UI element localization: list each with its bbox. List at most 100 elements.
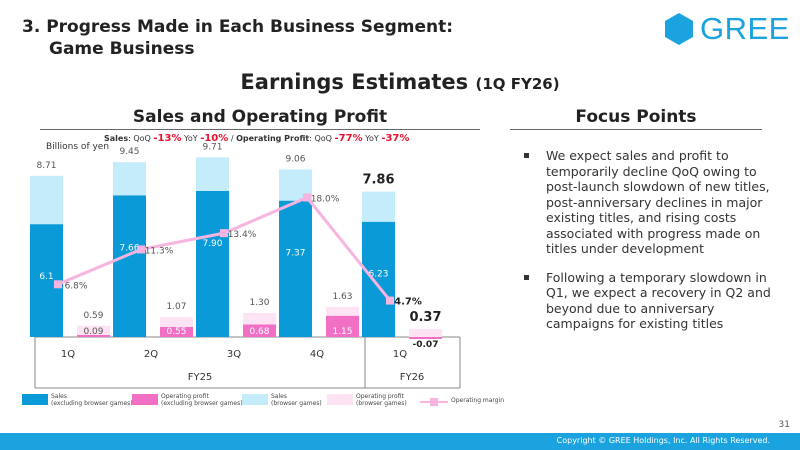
legend-sublabel: (browser games) xyxy=(356,400,407,407)
bullet-icon xyxy=(524,153,529,158)
bar-op-browser xyxy=(77,325,110,335)
footer-bar: Copyright © GREE Holdings, Inc. All Righ… xyxy=(0,433,800,450)
bar-sales-ex xyxy=(196,190,229,337)
bar-op-browser xyxy=(243,312,276,325)
page-number: 31 xyxy=(778,420,790,430)
data-label-sales-total: 8.71 xyxy=(36,161,56,171)
legend-item-sales-ex: Sales (excluding browser games) xyxy=(22,393,133,407)
op-qoq-label: QoQ xyxy=(314,134,332,143)
operating-margin-point xyxy=(386,296,394,305)
data-label-op-total: 0.37 xyxy=(409,310,441,325)
growth-summary: Sales: QoQ -13% YoY -10% / Operating Pro… xyxy=(104,133,410,144)
bar-op-ex xyxy=(77,335,110,337)
operating-margin-point xyxy=(137,245,145,254)
data-label-margin: 18.0% xyxy=(311,195,340,205)
category-tick-label: 2Q xyxy=(144,349,158,360)
data-label-sales-total: 9.45 xyxy=(119,147,139,157)
bar-op-ex xyxy=(409,337,442,339)
category-tick-label: 3Q xyxy=(227,349,241,360)
category-tick-label: 1Q xyxy=(393,349,407,360)
data-label-margin: 11.3% xyxy=(145,246,174,256)
sales-label: Sales xyxy=(104,134,129,143)
bar-sales-ex xyxy=(279,200,312,337)
operating-margin-point xyxy=(54,280,62,289)
legend-sublabel: (excluding browser games) xyxy=(161,400,243,407)
op-label: Operating Profit xyxy=(236,134,310,143)
legend-item-margin: Operating margin xyxy=(420,397,504,407)
legend-label: Sales xyxy=(51,393,67,400)
data-label-sales-ex: 6.1 xyxy=(39,272,53,282)
focus-point: We expect sales and profit to temporaril… xyxy=(522,148,772,257)
category-tick-label: 4Q xyxy=(310,349,324,360)
focus-heading: Focus Points xyxy=(510,107,762,130)
chart-heading: Sales and Operating Profit xyxy=(40,107,480,130)
data-label-op-ex: 0.55 xyxy=(166,327,186,337)
bar-op-browser xyxy=(409,328,442,337)
data-label-op-total: 1.30 xyxy=(249,298,269,308)
legend-label: Operating margin xyxy=(451,397,505,404)
legend-label: Operating profit xyxy=(161,393,209,400)
focus-point-text: We expect sales and profit to temporaril… xyxy=(546,148,770,256)
legend-label: Operating profit xyxy=(356,393,404,400)
sales-yoy-label: YoY xyxy=(184,134,198,143)
legend-line-icon xyxy=(420,398,448,406)
units-label: Billions of yen xyxy=(46,142,110,152)
main-title-sub: (1Q FY26) xyxy=(475,75,560,93)
legend-item-op-ex: Operating profit (excluding browser games… xyxy=(132,393,243,407)
bar-sales-browser xyxy=(196,157,229,191)
data-label-op-total: 1.63 xyxy=(332,292,352,302)
legend-swatch xyxy=(327,394,353,405)
copyright: Copyright © GREE Holdings, Inc. All Righ… xyxy=(556,436,770,445)
data-label-margin: 13.4% xyxy=(228,230,257,240)
focus-point-text: Following a temporary slowdown in Q1, we… xyxy=(546,269,771,332)
data-label-sales-total: 9.06 xyxy=(285,154,305,164)
data-label-op-ex: 0.68 xyxy=(249,327,269,337)
legend-sublabel: (browser games) xyxy=(271,400,322,407)
data-label-op-ex: 1.15 xyxy=(332,327,352,337)
bar-sales-ex xyxy=(113,195,146,337)
logo-text: GREE xyxy=(700,11,790,46)
bar-sales-browser xyxy=(113,162,146,196)
data-label-margin: 6.8% xyxy=(65,281,88,291)
sales-qoq-label: QoQ xyxy=(133,134,151,143)
op-yoy-value: -37% xyxy=(381,133,410,144)
data-label-op-total: 1.07 xyxy=(166,302,186,312)
data-label-sales-total: 9.71 xyxy=(202,142,222,152)
legend-item-sales-browser: Sales (browser games) xyxy=(242,393,322,407)
growth-separator: / xyxy=(230,134,234,143)
group-label-fy26: FY26 xyxy=(400,372,425,383)
data-label-sales-ex: 7.90 xyxy=(202,239,222,249)
data-label-margin: 4.7% xyxy=(394,297,422,308)
legend-swatch xyxy=(242,394,268,405)
main-title: Earnings Estimates (1Q FY26) xyxy=(0,70,800,94)
operating-margin-point xyxy=(220,229,228,238)
section-title-line1: 3. Progress Made in Each Business Segmen… xyxy=(22,17,454,37)
sales-qoq-value: -13% xyxy=(153,133,182,144)
bar-sales-browser xyxy=(362,191,395,222)
group-label-fy25: FY25 xyxy=(188,372,213,383)
legend-swatch xyxy=(22,394,48,405)
gree-logo: GREE xyxy=(662,11,790,46)
data-label-op-total: 0.59 xyxy=(83,311,103,321)
bar-op-browser xyxy=(326,306,359,316)
op-yoy-label: YoY xyxy=(365,134,379,143)
data-label-sales-ex: 6.23 xyxy=(368,270,388,280)
legend-sublabel: (excluding browser games) xyxy=(51,400,133,407)
op-qoq-value: -77% xyxy=(334,133,363,144)
bar-sales-ex xyxy=(362,221,395,337)
hexagon-logo-icon xyxy=(665,13,693,45)
data-label-op-ex: -0.07 xyxy=(413,340,439,350)
bar-op-browser xyxy=(160,317,193,327)
category-tick-label: 1Q xyxy=(61,349,75,360)
main-title-text: Earnings Estimates xyxy=(240,70,469,94)
focus-points-list: We expect sales and profit to temporaril… xyxy=(522,148,772,345)
bar-op-ex xyxy=(243,324,276,337)
bullet-icon xyxy=(524,274,529,280)
bar-op-ex xyxy=(160,326,193,337)
bar-op-ex xyxy=(326,315,359,337)
operating-margin-point xyxy=(303,193,311,202)
legend-item-op-browser: Operating profit (browser games) xyxy=(327,393,407,407)
sales-yoy-value: -10% xyxy=(200,133,229,144)
bar-sales-browser xyxy=(30,175,63,225)
